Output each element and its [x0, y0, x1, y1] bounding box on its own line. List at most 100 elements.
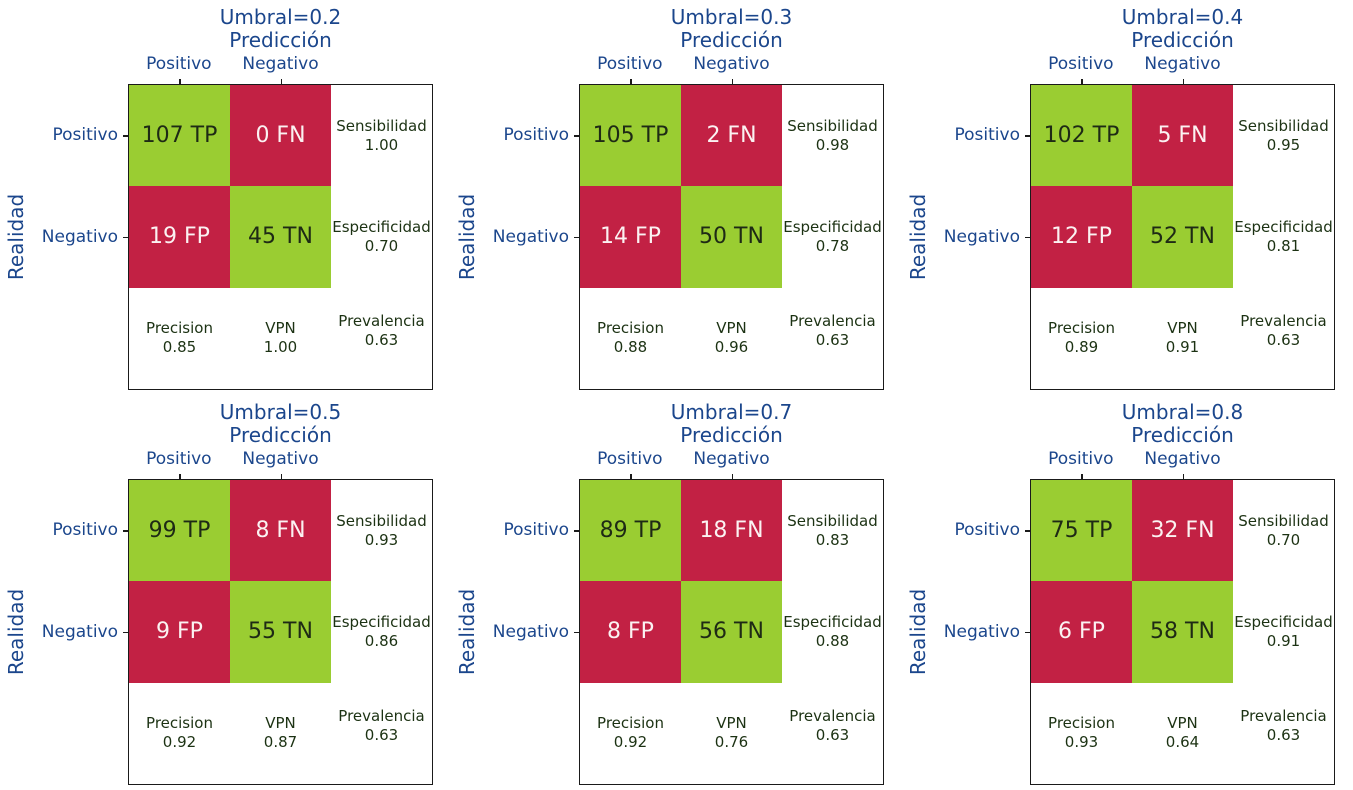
- prevalence-value: 0.63: [815, 726, 850, 745]
- prevalence-stat: Prevalencia 0.63: [782, 676, 883, 777]
- sensitivity-stat: Sensibilidad 0.98: [782, 85, 883, 186]
- axis-tick: [1182, 78, 1184, 84]
- vpn-label: VPN: [265, 319, 296, 338]
- row-axis: Realidad Positivo Negativo: [902, 479, 1030, 785]
- tn-cell: 56 TN: [681, 581, 782, 683]
- col-label-negativo: Negativo: [1144, 449, 1221, 469]
- column-labels: Positivo Negativo: [579, 54, 782, 74]
- sensitivity-label: Sensibilidad: [1238, 116, 1329, 135]
- row-label-negativo: Negativo: [492, 227, 569, 247]
- prevalence-value: 0.63: [364, 331, 399, 350]
- precision-value: 0.92: [613, 733, 648, 752]
- axis-tick: [731, 473, 733, 479]
- specificity-label: Especificidad: [783, 217, 882, 236]
- sensitivity-value: 0.83: [815, 530, 850, 549]
- col-label-positivo: Positivo: [597, 54, 663, 74]
- axis-tick: [122, 135, 128, 137]
- prediction-axis-label: Predicción: [1131, 423, 1234, 447]
- specificity-label: Especificidad: [332, 612, 431, 631]
- tp-cell: 75 TP: [1031, 480, 1132, 582]
- axis-tick: [573, 135, 579, 137]
- panel-header: Umbral=0.7 Predicción Positivo Negativo: [579, 395, 884, 479]
- panel-title: Umbral=0.3: [670, 5, 793, 29]
- prevalence-label: Prevalencia: [338, 707, 425, 726]
- specificity-stat: Especificidad 0.78: [782, 186, 883, 287]
- row-axis: Realidad Positivo Negativo: [902, 84, 1030, 390]
- vpn-value: 0.91: [1165, 338, 1200, 357]
- axis-tick: [1182, 473, 1184, 479]
- sensitivity-label: Sensibilidad: [787, 511, 878, 530]
- axis-tick: [280, 78, 282, 84]
- specificity-value: 0.86: [364, 631, 399, 650]
- axis-tick: [573, 631, 579, 633]
- specificity-label: Especificidad: [332, 217, 431, 236]
- col-label-positivo: Positivo: [1048, 449, 1114, 469]
- sensitivity-label: Sensibilidad: [336, 116, 427, 135]
- precision-value: 0.85: [162, 338, 197, 357]
- fp-cell: 6 FP: [1031, 581, 1132, 683]
- precision-value: 0.92: [162, 733, 197, 752]
- panel-title: Umbral=0.4: [1121, 5, 1244, 29]
- specificity-stat: Especificidad 0.70: [331, 186, 432, 287]
- sensitivity-stat: Sensibilidad 0.95: [1233, 85, 1334, 186]
- fp-cell: 8 FP: [580, 581, 681, 683]
- sensitivity-stat: Sensibilidad 0.70: [1233, 480, 1334, 581]
- prevalence-stat: Prevalencia 0.63: [331, 281, 432, 382]
- fn-cell: 0 FN: [230, 85, 331, 187]
- vpn-stat: VPN 0.64: [1132, 683, 1233, 784]
- row-label-positivo: Positivo: [954, 125, 1020, 145]
- axis-tick: [630, 78, 632, 84]
- col-label-negativo: Negativo: [242, 449, 319, 469]
- precision-label: Precision: [1048, 714, 1115, 733]
- row-label-negativo: Negativo: [943, 227, 1020, 247]
- prevalence-label: Prevalencia: [789, 312, 876, 331]
- fp-cell: 19 FP: [129, 186, 230, 288]
- reality-axis-label: Realidad: [906, 588, 930, 676]
- col-label-positivo: Positivo: [1048, 54, 1114, 74]
- row-label-negativo: Negativo: [492, 622, 569, 642]
- vpn-label: VPN: [716, 714, 747, 733]
- panel-header: Umbral=0.5 Predicción Positivo Negativo: [128, 395, 433, 479]
- sensitivity-stat: Sensibilidad 0.83: [782, 480, 883, 581]
- fn-cell: 32 FN: [1132, 480, 1233, 582]
- matrix-box: 102 TP 5 FN Sensibilidad 0.95 12 FP 52 T…: [1024, 78, 1335, 390]
- prevalence-value: 0.63: [1266, 726, 1301, 745]
- axis-tick: [122, 236, 128, 238]
- specificity-value: 0.91: [1266, 631, 1301, 650]
- axis-tick: [280, 473, 282, 479]
- precision-stat: Precision 0.92: [129, 683, 230, 784]
- row-label-positivo: Positivo: [52, 520, 118, 540]
- vpn-stat: VPN 0.91: [1132, 288, 1233, 389]
- prevalence-value: 0.63: [364, 726, 399, 745]
- specificity-value: 0.88: [815, 631, 850, 650]
- panel-header: Umbral=0.4 Predicción Positivo Negativo: [1030, 0, 1335, 84]
- axis-tick: [1081, 78, 1083, 84]
- axis-tick: [122, 530, 128, 532]
- precision-label: Precision: [146, 714, 213, 733]
- axis-tick: [179, 473, 181, 479]
- fn-cell: 2 FN: [681, 85, 782, 187]
- precision-stat: Precision 0.89: [1031, 288, 1132, 389]
- prediction-axis-label: Predicción: [229, 423, 332, 447]
- prevalence-stat: Prevalencia 0.63: [1233, 281, 1334, 382]
- vpn-label: VPN: [1167, 714, 1198, 733]
- row-label-positivo: Positivo: [503, 520, 569, 540]
- column-labels: Positivo Negativo: [128, 449, 331, 469]
- row-label-positivo: Positivo: [954, 520, 1020, 540]
- column-labels: Positivo Negativo: [579, 449, 782, 469]
- axis-tick: [179, 78, 181, 84]
- axis-tick: [1024, 631, 1030, 633]
- axis-tick: [1024, 530, 1030, 532]
- reality-axis-label: Realidad: [455, 193, 479, 281]
- column-labels: Positivo Negativo: [128, 54, 331, 74]
- axis-tick: [573, 530, 579, 532]
- col-label-negativo: Negativo: [693, 449, 770, 469]
- panel-header: Umbral=0.3 Predicción Positivo Negativo: [579, 0, 884, 84]
- sensitivity-label: Sensibilidad: [336, 511, 427, 530]
- row-axis: Realidad Positivo Negativo: [451, 84, 579, 390]
- prevalence-stat: Prevalencia 0.63: [331, 676, 432, 777]
- axis-tick: [573, 236, 579, 238]
- row-label-positivo: Positivo: [52, 125, 118, 145]
- vpn-stat: VPN 0.96: [681, 288, 782, 389]
- vpn-value: 0.87: [263, 733, 298, 752]
